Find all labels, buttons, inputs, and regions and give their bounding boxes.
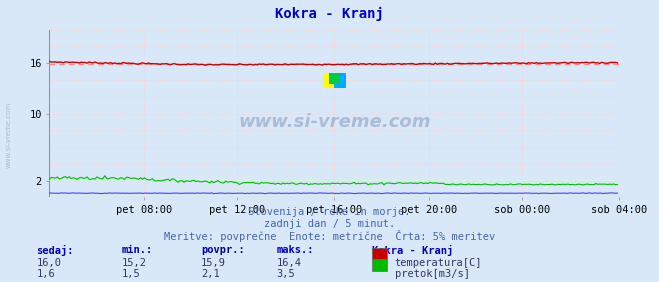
Text: 1,6: 1,6 (36, 269, 55, 279)
Text: temperatura[C]: temperatura[C] (395, 258, 482, 268)
Text: 15,9: 15,9 (201, 258, 226, 268)
Text: www.si-vreme.com: www.si-vreme.com (5, 102, 12, 168)
Text: Kokra - Kranj: Kokra - Kranj (275, 7, 384, 21)
Text: www.si-vreme.com: www.si-vreme.com (238, 113, 431, 131)
Text: 2,1: 2,1 (201, 269, 219, 279)
Text: 3,5: 3,5 (277, 269, 295, 279)
Text: 1,5: 1,5 (122, 269, 140, 279)
Text: 15,2: 15,2 (122, 258, 147, 268)
Text: Meritve: povprečne  Enote: metrične  Črta: 5% meritev: Meritve: povprečne Enote: metrične Črta:… (164, 230, 495, 242)
Text: min.:: min.: (122, 245, 153, 255)
Text: 16,0: 16,0 (36, 258, 61, 268)
Text: Kokra - Kranj: Kokra - Kranj (372, 245, 453, 256)
Text: povpr.:: povpr.: (201, 245, 244, 255)
Text: sedaj:: sedaj: (36, 245, 74, 256)
Text: Slovenija / reke in morje.: Slovenija / reke in morje. (248, 207, 411, 217)
Text: pretok[m3/s]: pretok[m3/s] (395, 269, 470, 279)
Text: zadnji dan / 5 minut.: zadnji dan / 5 minut. (264, 219, 395, 228)
Text: 16,4: 16,4 (277, 258, 302, 268)
Text: maks.:: maks.: (277, 245, 314, 255)
